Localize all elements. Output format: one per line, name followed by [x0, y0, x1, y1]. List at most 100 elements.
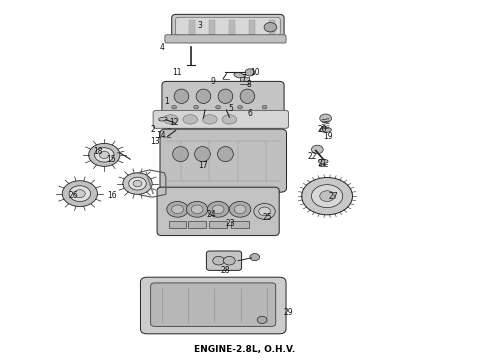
Bar	[249, 20, 255, 35]
Circle shape	[129, 177, 147, 190]
Ellipse shape	[202, 115, 217, 124]
Circle shape	[212, 205, 224, 213]
FancyBboxPatch shape	[175, 17, 280, 36]
Ellipse shape	[174, 89, 189, 103]
Text: 22: 22	[308, 152, 317, 161]
Text: 11: 11	[172, 68, 181, 77]
Circle shape	[257, 316, 267, 323]
Text: 3: 3	[197, 21, 202, 30]
Circle shape	[262, 105, 267, 109]
Circle shape	[245, 69, 255, 76]
Bar	[229, 20, 235, 35]
Bar	[169, 221, 186, 228]
Circle shape	[191, 205, 203, 213]
Text: 23: 23	[225, 219, 235, 228]
Bar	[188, 221, 206, 228]
Ellipse shape	[218, 89, 233, 103]
Circle shape	[133, 180, 142, 187]
Text: 21: 21	[318, 159, 327, 168]
Circle shape	[312, 185, 343, 208]
FancyBboxPatch shape	[157, 187, 279, 235]
Circle shape	[238, 105, 243, 109]
Circle shape	[216, 105, 220, 109]
Text: 18: 18	[94, 147, 103, 156]
Circle shape	[254, 203, 275, 219]
Ellipse shape	[225, 117, 233, 121]
Circle shape	[172, 105, 176, 109]
Circle shape	[89, 143, 120, 166]
Circle shape	[302, 177, 352, 215]
Circle shape	[223, 256, 235, 265]
Bar	[189, 20, 195, 35]
Ellipse shape	[159, 117, 167, 121]
Circle shape	[186, 202, 208, 217]
Circle shape	[172, 205, 183, 213]
Ellipse shape	[163, 115, 178, 124]
Text: 19: 19	[323, 132, 333, 141]
Text: 1: 1	[165, 97, 169, 106]
Circle shape	[312, 145, 323, 154]
Circle shape	[250, 253, 260, 261]
Text: 5: 5	[228, 104, 233, 113]
Text: 15: 15	[106, 155, 116, 164]
Text: 6: 6	[247, 109, 252, 118]
Ellipse shape	[196, 89, 211, 103]
FancyBboxPatch shape	[153, 111, 289, 129]
Bar	[270, 20, 275, 35]
Text: 28: 28	[220, 266, 230, 275]
Circle shape	[69, 186, 91, 202]
Ellipse shape	[240, 89, 255, 103]
FancyBboxPatch shape	[151, 283, 276, 326]
FancyBboxPatch shape	[160, 129, 287, 192]
Circle shape	[229, 202, 251, 217]
Text: 8: 8	[246, 81, 251, 90]
Circle shape	[123, 173, 152, 194]
Ellipse shape	[172, 147, 188, 162]
Text: 12: 12	[170, 118, 179, 127]
Circle shape	[95, 148, 114, 162]
Text: 29: 29	[283, 308, 293, 317]
Circle shape	[234, 205, 246, 213]
Bar	[240, 77, 249, 84]
Text: 20: 20	[318, 125, 327, 134]
Text: 9: 9	[211, 77, 216, 86]
Circle shape	[99, 151, 109, 158]
Ellipse shape	[195, 147, 210, 162]
Ellipse shape	[199, 118, 207, 121]
Ellipse shape	[320, 127, 331, 132]
Text: 4: 4	[160, 43, 164, 52]
Circle shape	[167, 202, 188, 217]
Ellipse shape	[183, 115, 197, 124]
Text: 14: 14	[156, 131, 166, 140]
Text: ENGINE-2.8L, O.H.V.: ENGINE-2.8L, O.H.V.	[195, 345, 295, 354]
Ellipse shape	[318, 159, 328, 163]
Text: 27: 27	[328, 192, 338, 201]
FancyBboxPatch shape	[162, 81, 284, 114]
FancyBboxPatch shape	[141, 277, 286, 334]
FancyBboxPatch shape	[206, 251, 242, 270]
Text: 10: 10	[250, 68, 260, 77]
Circle shape	[165, 129, 173, 134]
Ellipse shape	[218, 147, 233, 162]
Circle shape	[194, 105, 198, 109]
Circle shape	[320, 191, 334, 202]
Text: 26: 26	[68, 190, 78, 199]
Text: 13: 13	[150, 137, 159, 146]
Circle shape	[213, 256, 224, 265]
Ellipse shape	[234, 73, 245, 78]
Text: 24: 24	[207, 210, 217, 219]
Bar	[209, 20, 215, 35]
Bar	[231, 221, 249, 228]
Ellipse shape	[222, 115, 237, 124]
Text: 7: 7	[242, 75, 246, 84]
Circle shape	[207, 202, 229, 217]
Circle shape	[259, 207, 270, 216]
FancyBboxPatch shape	[165, 35, 286, 43]
Text: 25: 25	[262, 213, 272, 222]
Bar	[209, 221, 227, 228]
FancyBboxPatch shape	[172, 14, 284, 40]
Circle shape	[320, 114, 331, 123]
Circle shape	[62, 181, 98, 207]
Text: 16: 16	[107, 190, 117, 199]
Circle shape	[264, 23, 277, 32]
